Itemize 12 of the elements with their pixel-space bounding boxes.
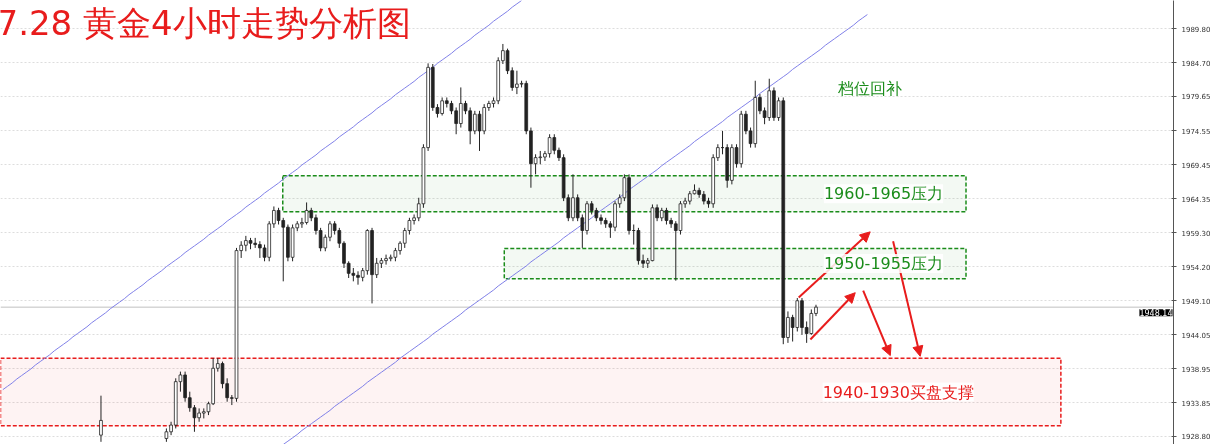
candlestick: [547, 133, 552, 159]
band-label: 1960-1965压力: [823, 184, 944, 204]
candlestick: [809, 308, 814, 336]
ref-line-label: 1948.14: [1139, 309, 1173, 319]
candlestick: [304, 201, 309, 226]
band-label: 1940-1930买盘支撑: [822, 382, 974, 402]
candlestick: [552, 133, 557, 155]
line-series: [2, 0, 523, 391]
annotation: 档位回补: [837, 79, 903, 99]
band-label: 1950-1955压力: [823, 254, 944, 274]
candlestick: [99, 395, 103, 443]
candlestick: [477, 110, 482, 152]
